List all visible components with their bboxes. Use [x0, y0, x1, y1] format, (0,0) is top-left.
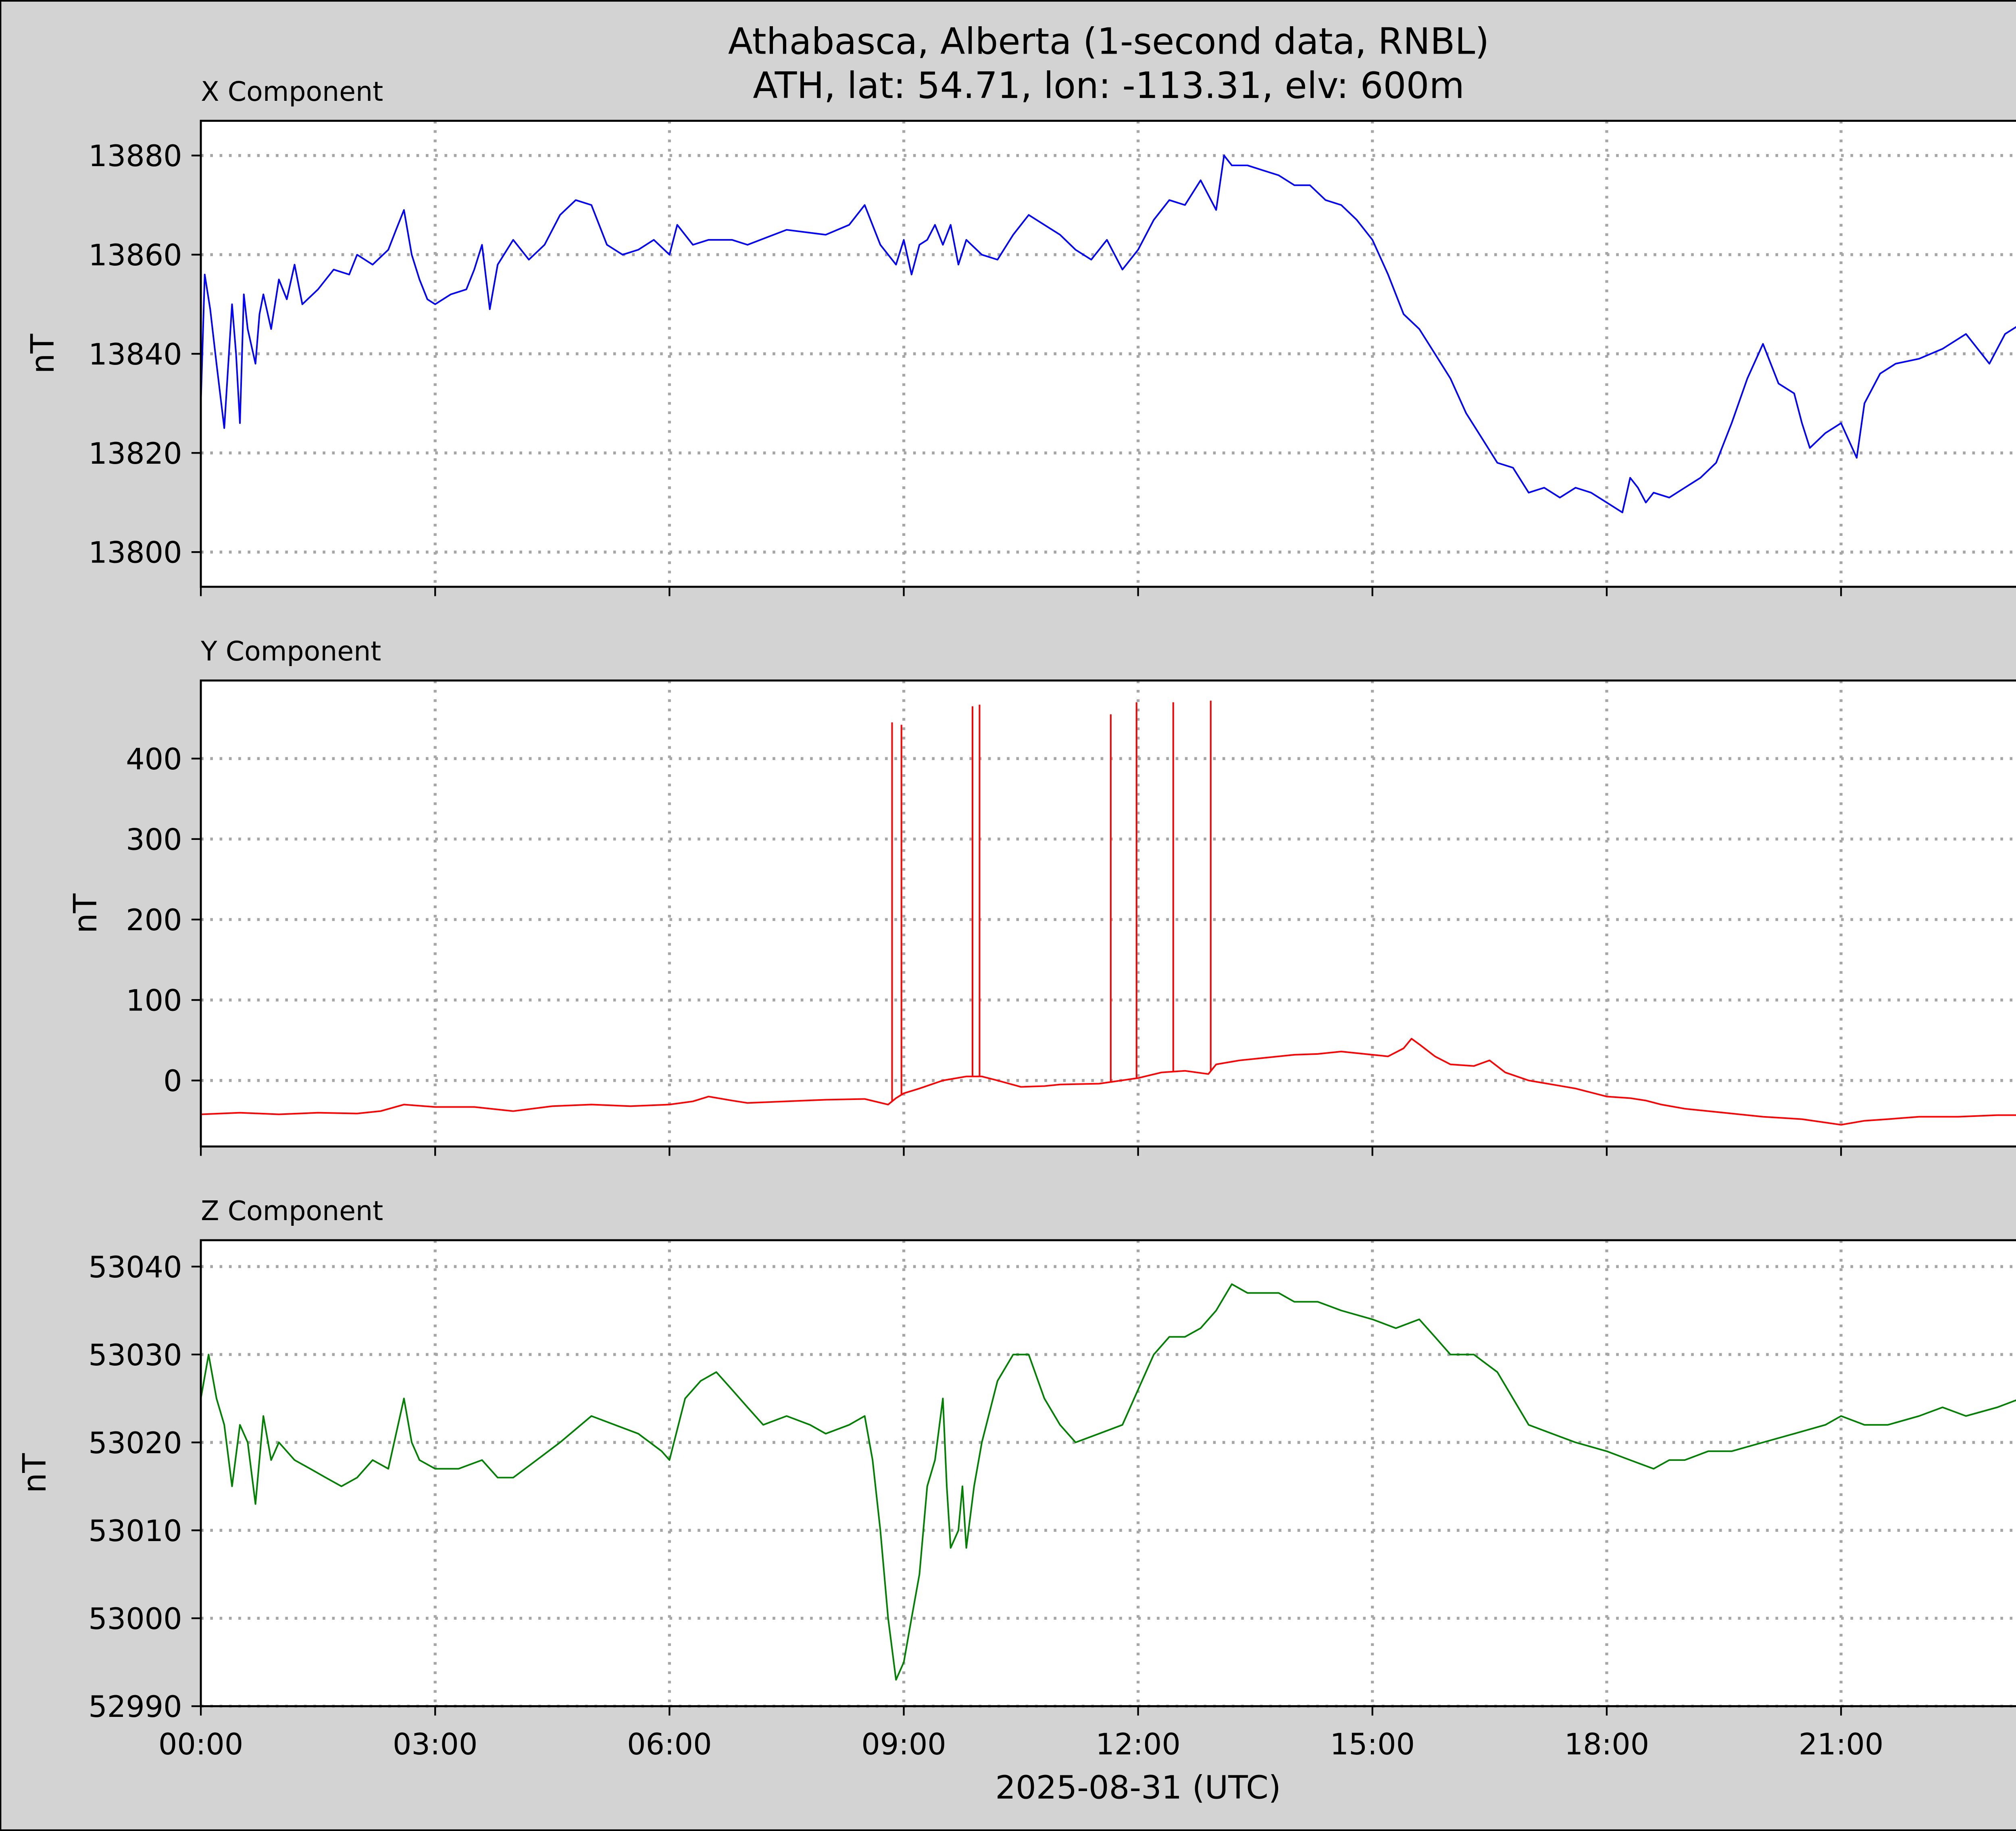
y-axis-label: nT [67, 894, 104, 934]
y-tick-label: 300 [126, 823, 182, 857]
y-tick-label: 52990 [88, 1690, 182, 1724]
y-tick-label: 53020 [88, 1426, 182, 1460]
y-tick-label: 13820 [88, 437, 182, 471]
y-tick-label: 53040 [88, 1250, 182, 1285]
plot-area [201, 1240, 2016, 1706]
y-tick-label: 53000 [88, 1602, 182, 1636]
x-tick-label: 00:00 [158, 1727, 244, 1762]
panel-subtitle: Y Component [200, 635, 381, 667]
x-tick-label: 06:00 [627, 1727, 712, 1762]
y-tick-label: 0 [163, 1064, 182, 1098]
y-tick-label: 13800 [88, 536, 182, 570]
y-tick-label: 53010 [88, 1514, 182, 1548]
x-tick-label: 09:00 [861, 1727, 946, 1762]
y-tick-label: 400 [126, 742, 182, 777]
y-axis-label: nT [24, 334, 61, 374]
series-line [201, 1038, 2016, 1126]
y-tick-label: 53030 [88, 1338, 182, 1373]
panel-z-component: Z Component 00:00 03:00 06:00 09:00 12:00 15:… [16, 1195, 2016, 1762]
x-tick-label: 15:00 [1330, 1727, 1415, 1762]
y-tick-label: 13860 [88, 238, 182, 273]
panel-x-component: X Component 13800 13820 13840 13860 13880 nT [24, 76, 2016, 596]
y-axis-label: nT [16, 1453, 53, 1494]
y-tick-label: 100 [126, 984, 182, 1018]
panel-subtitle: X Component [201, 76, 383, 107]
panel-y-component: Y Component 0 100 200 300 400 nT [67, 635, 2016, 1156]
x-tick-label: 18:00 [1564, 1727, 1649, 1762]
x-tick-label: 21:00 [1799, 1727, 1884, 1762]
figure-title-line2: ATH, lat: 54.71, lon: -113.31, elv: 600m [753, 65, 1464, 107]
plot-frame [200, 1239, 2016, 1707]
series-line [200, 1283, 2016, 1681]
plot-area [201, 680, 2016, 1147]
x-tick-label: 12:00 [1095, 1727, 1181, 1762]
figure-title-line1: Athabasca, Alberta (1-second data, RNBL) [728, 21, 1489, 63]
x-axis-label: 2025-08-31 (UTC) [995, 1769, 1281, 1806]
y-tick-label: 200 [126, 903, 182, 937]
y-tick-label: 13840 [88, 337, 182, 372]
x-tick-label: 03:00 [393, 1727, 478, 1762]
panel-subtitle: Z Component [201, 1195, 383, 1227]
series-line [200, 154, 2016, 513]
y-tick-label: 13880 [88, 139, 182, 173]
